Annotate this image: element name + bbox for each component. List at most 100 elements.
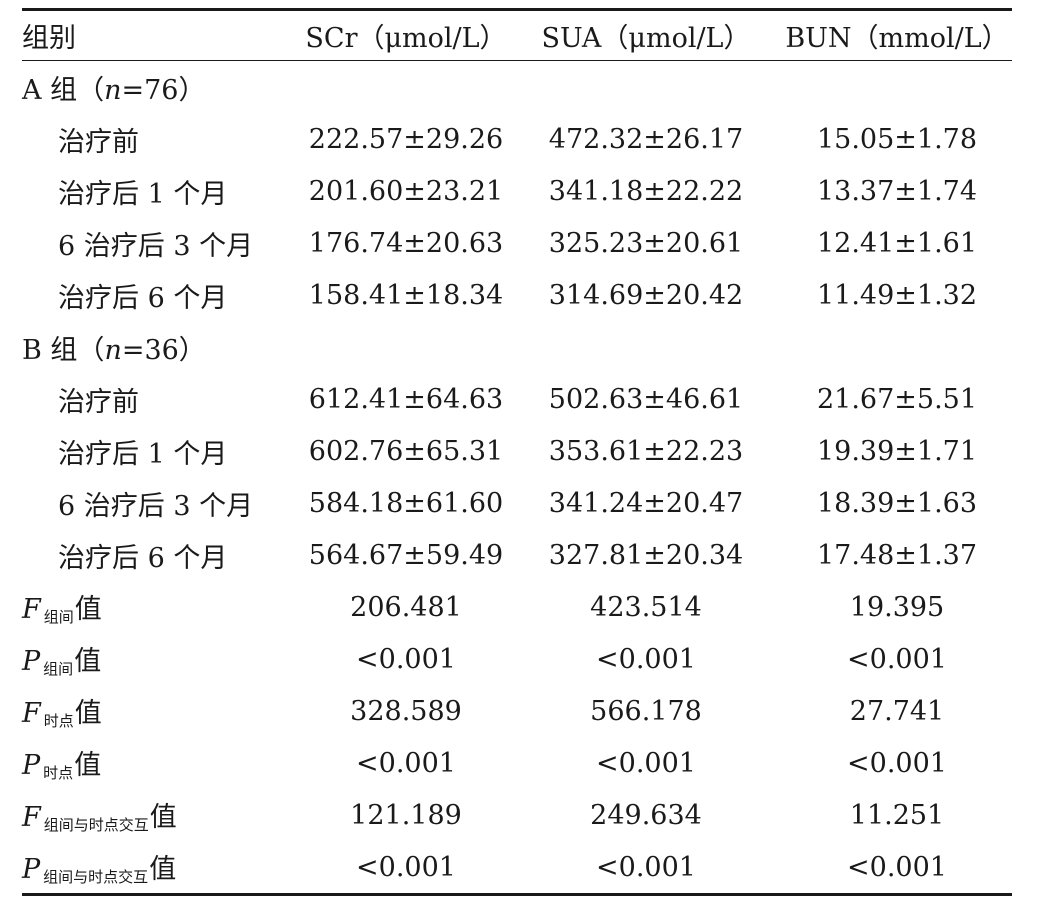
stat-letter: F [22,698,41,729]
stat-tail: 值 [74,750,102,781]
group-a-n: n [104,74,122,106]
stat-row: P 组间值 <0.001 <0.001 <0.001 [22,633,1012,685]
stat-letter: F [22,802,41,833]
cell-bun: 11.49±1.32 [816,279,978,311]
cell-sua: 341.24±20.47 [548,487,744,519]
stat-tail: 值 [74,646,102,677]
row-label: 治疗前 [58,386,139,418]
top-rule [22,8,1012,11]
stat-subscript: 组间 [43,608,74,626]
stat-label: P 时点值 [22,737,302,789]
group-a-heading-row: A 组（n=76） [22,61,1012,113]
stat-row: F 组间与时点交互值 121.189 249.634 11.251 [22,789,1012,841]
cell-sua: 325.23±20.61 [548,227,744,259]
stat-letter: P [22,646,41,677]
cell-scr: 584.18±61.60 [308,487,504,519]
cell-scr: 176.74±20.63 [308,227,504,259]
group-b-heading-row: B 组（n=36） [22,321,1012,373]
cell-bun: 11.251 [849,799,945,831]
header-sua: SUA（μmol/L） [541,23,751,54]
row-label: 6 治疗后 3 个月 [58,490,254,522]
table-row: 治疗后 6 个月 158.41±18.34 314.69±20.42 11.49… [22,269,1012,321]
cell-bun: 15.05±1.78 [816,123,978,155]
cell-sua: 314.69±20.42 [548,279,744,311]
header-row: 组别 SCr（μmol/L） SUA（μmol/L） BUN（mmol/L） [22,11,1012,60]
cell-scr: 564.67±59.49 [308,539,504,571]
group-b-n: n [104,334,122,366]
cell-sua: <0.001 [596,643,696,675]
cell-bun: 21.67±5.51 [816,383,978,415]
stat-label: P 组间与时点交互值 [22,841,302,893]
stat-tail: 值 [149,802,177,833]
row-label: 治疗前 [58,126,139,158]
cell-scr: <0.001 [356,747,456,779]
stat-letter: P [22,750,41,781]
table-row: 治疗前 222.57±29.26 472.32±26.17 15.05±1.78 [22,113,1012,165]
table-row: 治疗后 1 个月 201.60±23.21 341.18±22.22 13.37… [22,165,1012,217]
cell-sua: 423.514 [590,591,702,623]
cell-scr: 612.41±64.63 [308,383,504,415]
stat-label: P 组间值 [22,633,302,685]
cell-bun: 27.741 [849,695,945,727]
results-table: 组别 SCr（μmol/L） SUA（μmol/L） BUN（mmol/L） [22,11,1012,60]
cell-bun: 19.39±1.71 [816,435,978,467]
bottom-rule [22,893,1012,896]
stat-subscript: 时点 [43,764,74,782]
cell-sua: <0.001 [596,851,696,883]
results-body-table: A 组（n=76） 治疗前 222.57±29.26 472.32±26.17 … [22,61,1012,893]
table-row: 6 治疗后 3 个月 584.18±61.60 341.24±20.47 18.… [22,477,1012,529]
row-label: 6 治疗后 3 个月 [58,230,254,262]
cell-sua: 341.18±22.22 [548,175,744,207]
data-table-container: 组别 SCr（μmol/L） SUA（μmol/L） BUN（mmol/L） A… [22,8,1012,896]
cell-sua: 502.63±46.61 [548,383,744,415]
stat-subscript: 组间与时点交互 [43,816,149,834]
cell-scr: 328.589 [350,695,462,727]
stat-letter: F [22,594,41,625]
cell-bun: 18.39±1.63 [816,487,978,519]
group-b-suffix: =36） [121,334,206,366]
cell-bun: 19.395 [849,591,945,623]
stat-subscript: 时点 [43,712,74,730]
stat-label: F 组间与时点交互值 [22,789,302,841]
cell-sua: 353.61±22.23 [548,435,744,467]
group-b-heading: B 组（n=36） [22,321,1012,373]
stat-row: P 组间与时点交互值 <0.001 <0.001 <0.001 [22,841,1012,893]
cell-scr: 602.76±65.31 [308,435,504,467]
cell-scr: 206.481 [350,591,462,623]
group-a-suffix: =76） [121,74,206,106]
cell-bun: 12.41±1.61 [816,227,978,259]
stat-row: F 组间值 206.481 423.514 19.395 [22,581,1012,633]
header-scr: SCr（μmol/L） [305,23,507,54]
table-row: 治疗前 612.41±64.63 502.63±46.61 21.67±5.51 [22,373,1012,425]
cell-scr: 201.60±23.21 [308,175,504,207]
cell-scr: 121.189 [350,799,462,831]
group-a-heading: A 组（n=76） [22,61,1012,113]
header-rule [22,60,1012,61]
table-row: 治疗后 6 个月 564.67±59.49 327.81±20.34 17.48… [22,529,1012,581]
cell-scr: <0.001 [356,851,456,883]
table-row: 治疗后 1 个月 602.76±65.31 353.61±22.23 19.39… [22,425,1012,477]
cell-sua: <0.001 [596,747,696,779]
cell-bun: <0.001 [847,851,947,883]
cell-bun: 13.37±1.74 [816,175,978,207]
stat-tail: 值 [74,594,102,625]
cell-sua: 472.32±26.17 [548,123,744,155]
stat-tail: 值 [149,854,177,885]
cell-sua: 566.178 [590,695,702,727]
cell-scr: 158.41±18.34 [308,279,504,311]
stat-label: F 时点值 [22,685,302,737]
row-label: 治疗后 6 个月 [58,542,228,574]
stat-row: P 时点值 <0.001 <0.001 <0.001 [22,737,1012,789]
cell-bun: <0.001 [847,643,947,675]
header-group: 组别 [22,23,76,54]
stat-subscript: 组间与时点交互 [43,868,149,886]
group-a-prefix: A 组（ [22,74,105,106]
cell-bun: <0.001 [847,747,947,779]
row-label: 治疗后 1 个月 [58,438,228,470]
stat-tail: 值 [74,698,102,729]
group-b-prefix: B 组（ [22,334,105,366]
cell-sua: 327.81±20.34 [548,539,744,571]
row-label: 治疗后 6 个月 [58,282,228,314]
cell-bun: 17.48±1.37 [816,539,978,571]
stat-label: F 组间值 [22,581,302,633]
